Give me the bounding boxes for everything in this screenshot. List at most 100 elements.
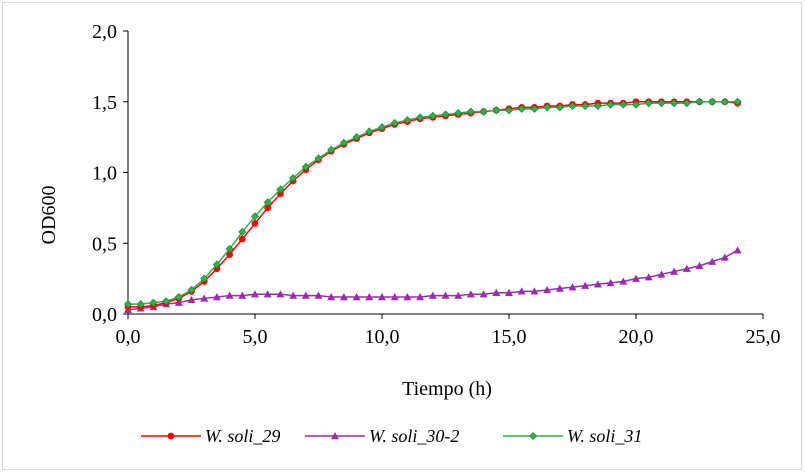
series-line bbox=[128, 101, 738, 308]
data-point bbox=[339, 138, 348, 147]
data-point bbox=[530, 287, 539, 295]
data-point bbox=[238, 291, 247, 299]
data-point bbox=[631, 100, 641, 109]
data-point bbox=[200, 294, 209, 302]
x-tick-label: 15,0 bbox=[492, 326, 527, 348]
data-point bbox=[581, 281, 590, 289]
data-point bbox=[517, 104, 526, 113]
data-point bbox=[530, 104, 539, 113]
data-point bbox=[314, 154, 323, 163]
data-point bbox=[263, 290, 272, 298]
data-point bbox=[264, 204, 272, 212]
data-point bbox=[454, 291, 463, 299]
y-tick-label: 2,0 bbox=[92, 21, 117, 43]
data-point bbox=[187, 295, 196, 304]
data-point bbox=[644, 273, 653, 281]
x-axis-title: Tiempo (h) bbox=[402, 378, 492, 400]
data-point bbox=[276, 185, 285, 194]
data-point bbox=[441, 291, 450, 299]
data-point bbox=[555, 103, 564, 112]
data-point bbox=[454, 109, 463, 118]
series-W. soli_31 bbox=[123, 97, 742, 309]
legend-marker bbox=[528, 431, 538, 441]
data-point bbox=[251, 220, 259, 227]
data-point bbox=[416, 293, 425, 301]
data-point bbox=[568, 283, 577, 291]
data-point bbox=[250, 212, 260, 221]
y-tick-label: 0,0 bbox=[92, 304, 117, 326]
data-point bbox=[555, 284, 564, 292]
data-point bbox=[314, 291, 323, 299]
data-point bbox=[708, 257, 717, 265]
data-point bbox=[276, 290, 285, 298]
data-point bbox=[644, 99, 653, 108]
data-point bbox=[136, 300, 145, 309]
data-point bbox=[670, 267, 679, 275]
data-point bbox=[428, 291, 437, 299]
data-point bbox=[682, 264, 691, 272]
x-tick-label: 25,0 bbox=[746, 326, 781, 348]
legend-marker bbox=[167, 432, 175, 440]
data-point bbox=[238, 227, 247, 236]
data-point bbox=[657, 99, 666, 108]
data-point bbox=[263, 198, 272, 207]
data-point bbox=[339, 293, 348, 301]
data-point bbox=[225, 291, 234, 299]
data-point bbox=[543, 285, 552, 294]
legend-label: W. soli_31 bbox=[567, 426, 642, 446]
y-tick-label: 1,5 bbox=[92, 92, 117, 114]
series-line bbox=[128, 101, 738, 305]
data-point bbox=[581, 101, 590, 111]
data-point bbox=[593, 280, 602, 288]
data-point bbox=[441, 110, 450, 119]
x-tick-label: 10,0 bbox=[365, 326, 400, 348]
data-point bbox=[695, 261, 704, 270]
x-tick-label: 20,0 bbox=[619, 326, 654, 348]
data-point bbox=[365, 127, 374, 136]
data-point bbox=[149, 298, 158, 307]
x-tick-label: 5,0 bbox=[243, 326, 268, 348]
data-point bbox=[390, 293, 399, 301]
growth-curve-chart: 0,0 0,5 1,0 1,5 2,0 0,0 5,0 10,0 15,0 20,0 25,0 OD… bbox=[38, 21, 781, 446]
x-tick-label: 0,0 bbox=[116, 326, 141, 348]
data-point bbox=[606, 100, 615, 109]
legend-label: W. soli_29 bbox=[205, 426, 280, 446]
data-point bbox=[212, 260, 221, 269]
data-point bbox=[670, 99, 679, 108]
y-axis-title: OD600 bbox=[38, 186, 60, 245]
data-point bbox=[301, 162, 310, 171]
data-point bbox=[187, 285, 196, 294]
data-point bbox=[238, 235, 246, 243]
data-point bbox=[720, 97, 729, 106]
data-point bbox=[733, 97, 742, 106]
data-point bbox=[657, 270, 666, 278]
data-point bbox=[416, 113, 425, 122]
data-point bbox=[543, 103, 552, 112]
data-point bbox=[403, 116, 412, 125]
data-point bbox=[695, 97, 704, 106]
data-point bbox=[352, 133, 361, 142]
data-point bbox=[403, 293, 412, 301]
data-point bbox=[251, 290, 259, 298]
data-point bbox=[466, 107, 475, 116]
data-point bbox=[123, 300, 133, 309]
data-point bbox=[390, 118, 399, 127]
data-point bbox=[632, 274, 640, 282]
legend-marker bbox=[331, 432, 339, 440]
data-point bbox=[301, 291, 310, 299]
data-point bbox=[606, 278, 615, 287]
data-point bbox=[517, 287, 526, 295]
data-point bbox=[289, 174, 298, 183]
data-point bbox=[682, 99, 691, 108]
legend-entry: W. soli_31 bbox=[503, 426, 642, 446]
data-point bbox=[619, 100, 628, 109]
axes: 0,0 0,5 1,0 1,5 2,0 0,0 5,0 10,0 15,0 20,0 25,0 bbox=[92, 21, 781, 348]
data-point bbox=[200, 274, 209, 283]
data-point bbox=[225, 244, 234, 253]
legend-entry: W. soli_30-2 bbox=[305, 426, 459, 446]
legend-label: W. soli_30-2 bbox=[369, 426, 459, 446]
data-point bbox=[733, 246, 742, 254]
data-point bbox=[162, 297, 171, 306]
series-layer bbox=[123, 97, 742, 313]
